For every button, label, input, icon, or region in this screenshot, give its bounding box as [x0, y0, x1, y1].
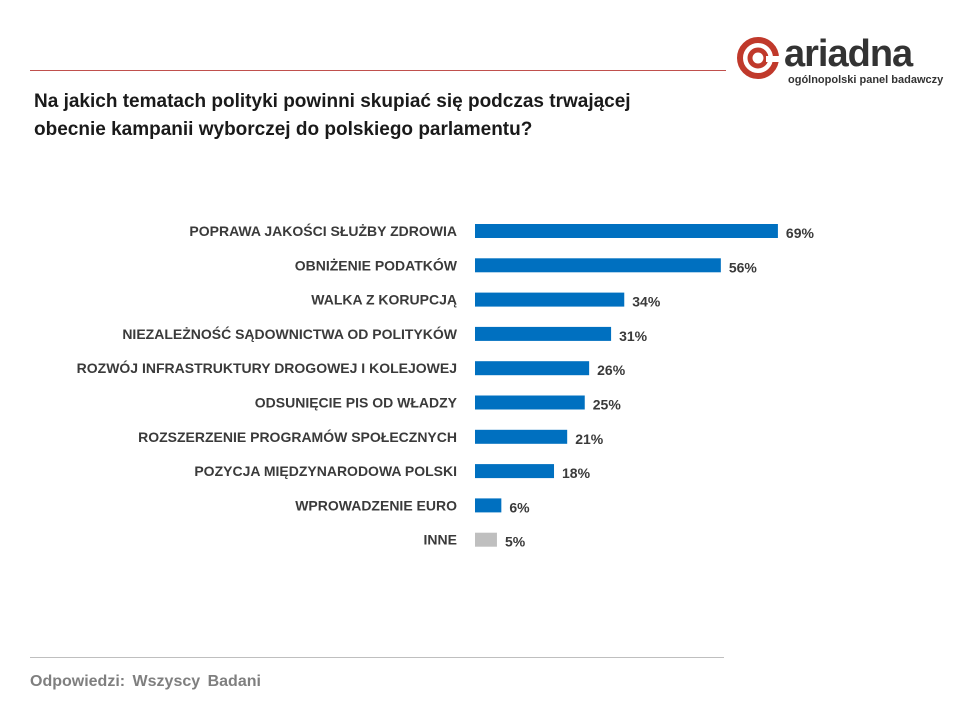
footer-divider	[30, 657, 724, 658]
category-label: POPRAWA JAKOŚCI SŁUŻBY ZDROWIA	[189, 222, 457, 239]
value-label: 31%	[619, 328, 648, 344]
bar	[475, 292, 625, 307]
question-line-1: Na jakich tematach polityki powinni skup…	[34, 91, 631, 112]
bar	[475, 532, 497, 547]
footer-note: Odpowiedzi: Wszyscy Badani	[30, 673, 261, 690]
ariadna-spiral-icon	[737, 37, 780, 79]
value-label: 6%	[509, 499, 530, 515]
header-divider	[30, 70, 726, 71]
bar-chart: POPRAWA JAKOŚCI SŁUŻBY ZDROWIA 69% OBNIŻEN…	[77, 222, 815, 550]
category-label: POZYCJA MIĘDZYNARODOWA POLSKI	[194, 463, 457, 479]
category-label: ODSUNIĘCIE PIS OD WŁADZY	[255, 395, 458, 411]
value-label: 26%	[597, 362, 626, 378]
category-label: INNE	[424, 532, 457, 548]
bar	[475, 498, 502, 513]
category-label: NIEZALEŻNOŚĆ SĄDOWNICTWA OD POLITYKÓW	[122, 325, 457, 342]
logo-wordmark: ariadna	[784, 33, 913, 75]
question-title: Na jakich tematach polityki powinni skup…	[34, 88, 714, 144]
category-label: ROZWÓJ INFRASTRUKTURY DROGOWEJ I KOLEJOW…	[77, 359, 457, 376]
question-line-2: obecnie kampanii wyborczej do polskiego …	[34, 119, 533, 140]
bar	[475, 361, 590, 376]
value-label: 34%	[632, 294, 661, 310]
value-label: 56%	[729, 259, 758, 275]
value-label: 25%	[593, 397, 622, 413]
bar	[475, 395, 585, 410]
category-label: WPROWADZENIE EURO	[295, 497, 457, 513]
bar	[475, 464, 555, 479]
ariadna-logo: ariadna ogólnopolski panel badawczy	[736, 33, 946, 88]
bar	[475, 224, 778, 238]
category-label: OBNIŻENIE PODATKÓW	[295, 256, 458, 273]
category-label: WALKA Z KORUPCJĄ	[311, 292, 457, 308]
logo-tagline: ogólnopolski panel badawczy	[788, 74, 944, 86]
category-label: ROZSZERZENIE PROGRAMÓW SPOŁECZNYCH	[138, 428, 457, 445]
bar	[475, 429, 568, 444]
value-label: 5%	[505, 534, 526, 550]
value-label: 18%	[562, 465, 591, 481]
bar	[475, 258, 721, 273]
value-label: 21%	[575, 431, 604, 447]
bar	[475, 326, 612, 341]
value-label: 69%	[786, 225, 815, 241]
